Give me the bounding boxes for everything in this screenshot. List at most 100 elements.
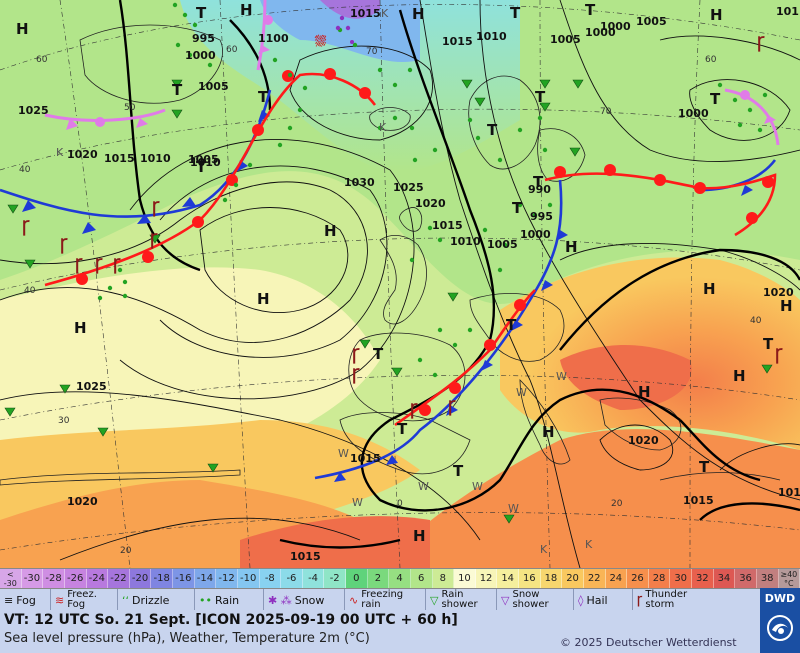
low-pressure-label: T (585, 1, 596, 19)
high-pressure-label: H (565, 238, 578, 256)
svg-text:Ꞅ: Ꞅ (352, 365, 360, 384)
scale-cell: 6 (410, 569, 433, 589)
airmass-label: K (56, 146, 64, 159)
pressure-label: 1000 (520, 228, 551, 241)
pressure-label: 1010 (140, 152, 171, 165)
dwd-logo-text: DWD (764, 592, 796, 605)
legend-thunderstorm: Ꞅ Thunder storm (633, 589, 707, 611)
legend-fog-label: Fog (16, 593, 36, 607)
airmass-labels: K K K K K W W W W W W W (56, 7, 593, 556)
legend-drizzle-label: Drizzle (132, 593, 170, 607)
isotherm-label: 40 (750, 316, 762, 326)
svg-text:Ꞅ: Ꞅ (75, 255, 83, 274)
scale-cell: 36 (735, 569, 757, 589)
pressure-label: 1020 (763, 286, 794, 299)
low-pressure-label: T (373, 345, 384, 363)
scale-cell: -28 (43, 569, 65, 589)
high-pressure-label: H (703, 280, 716, 298)
legend-rain-label: Rain (214, 593, 240, 607)
scale-cell: -6 (281, 569, 303, 589)
isotherm-labels: 60 50 40 40 30 20 0 20 40 60 60 70 70 (19, 45, 762, 556)
high-pressure-label: H (412, 5, 425, 23)
low-pressure-label: T (533, 173, 544, 191)
scale-cell: -22 (108, 569, 130, 589)
legend-freezing-fog-label: Freez. Fog (67, 589, 97, 610)
low-centers: T T T T T T T T T T T T T T T T T (172, 1, 774, 480)
legend-freezing-rain-label: Freezing rain (361, 589, 404, 610)
rain-icon: •• (199, 593, 212, 607)
pressure-label: 1025 (76, 380, 107, 393)
rain-shower-icon: ▽ (430, 593, 439, 607)
scale-cell: 18 (540, 569, 563, 589)
low-pressure-label: T (763, 335, 774, 353)
pressure-label: 1000 (600, 20, 631, 33)
scale-cell: 16 (519, 569, 541, 589)
airmass-label: K (585, 538, 593, 551)
scale-cell: -20 (129, 569, 152, 589)
isotherm-label: 70 (600, 107, 612, 117)
pressure-label: 101 (778, 486, 800, 499)
low-pressure-label: T (258, 88, 269, 106)
scale-cell: 8 (432, 569, 455, 589)
scale-cell: -16 (173, 569, 195, 589)
low-pressure-label: T (510, 4, 521, 22)
legend-rain-shower: ▽ Rain shower (426, 589, 497, 611)
scale-cell: -12 (216, 569, 238, 589)
fog-icon: ≡ (4, 593, 14, 607)
map-subtitle: Sea level pressure (hPa), Weather, Tempe… (4, 631, 370, 646)
pressure-label: 1100 (258, 32, 289, 45)
scale-cell: 4 (389, 569, 411, 589)
isotherm-label: 60 (226, 45, 238, 55)
svg-text:Ꞅ: Ꞅ (775, 345, 783, 364)
legend-snow-label: Snow (294, 593, 325, 607)
dwd-logo-icon (767, 615, 793, 641)
legend-hail: ◊ Hail (574, 589, 633, 611)
svg-text:Ꞅ: Ꞅ (95, 255, 103, 274)
map-footer: VT: 12 UTC So. 21 Sept. [ICON 2025-09-19… (0, 610, 760, 653)
scale-cell: -10 (237, 569, 260, 589)
scale-cell: ≥40 °C (778, 569, 800, 589)
legend-rain-shower-label: Rain shower (441, 589, 478, 610)
freezing-fog-icon: ≋ (55, 593, 65, 607)
legend-freezing-rain: ∿ Freezing rain (345, 589, 426, 611)
pressure-label: 101 (776, 5, 799, 18)
svg-text:Ꞅ: Ꞅ (152, 198, 160, 217)
scale-cell: -18 (151, 569, 173, 589)
freezing-rain-icon: ∿ (349, 593, 359, 607)
svg-text:Ꞅ: Ꞅ (150, 230, 158, 249)
isotherm-label: 20 (120, 546, 132, 556)
high-pressure-label: H (324, 222, 337, 240)
scale-cell: 34 (713, 569, 736, 589)
high-pressure-label: H (780, 297, 793, 315)
scale-cell: 22 (583, 569, 606, 589)
high-pressure-label: H (16, 20, 29, 38)
legend-rain: •• Rain (195, 589, 264, 611)
high-pressure-label: H (638, 383, 651, 401)
pressure-label: 1020 (415, 197, 446, 210)
low-pressure-label: T (453, 462, 464, 480)
scale-cell: -30 (21, 569, 44, 589)
occlusion-atlantic (44, 108, 166, 122)
scale-cell: 24 (605, 569, 628, 589)
scale-cell: 20 (562, 569, 584, 589)
high-pressure-label: H (240, 1, 253, 19)
isotherm-label: 50 (124, 103, 136, 113)
svg-text:Ꞅ: Ꞅ (22, 217, 30, 236)
pressure-label: 1010 (476, 30, 507, 43)
low-pressure-label: T (710, 90, 721, 108)
pressure-labels: 1015 995 1000 1005 1010 1015 1000 1005 1… (18, 5, 800, 563)
airmass-label: K (379, 121, 387, 134)
scale-cell: 32 (692, 569, 714, 589)
dwd-logo-box: DWD (760, 588, 800, 653)
airmass-label: W (338, 447, 349, 460)
legend-drizzle: ʻʻ Drizzle (118, 589, 195, 611)
high-pressure-label: H (542, 423, 555, 441)
occlusion-norway (256, 0, 267, 71)
scale-cell: 14 (497, 569, 519, 589)
pressure-label: 1015 (104, 152, 135, 165)
scale-cell: 0 (346, 569, 368, 589)
svg-text:Ꞅ: Ꞅ (60, 235, 68, 254)
hail-icon: ◊ (578, 593, 584, 607)
low-pressure-label: T (196, 4, 207, 22)
scale-cell: -2 (324, 569, 346, 589)
